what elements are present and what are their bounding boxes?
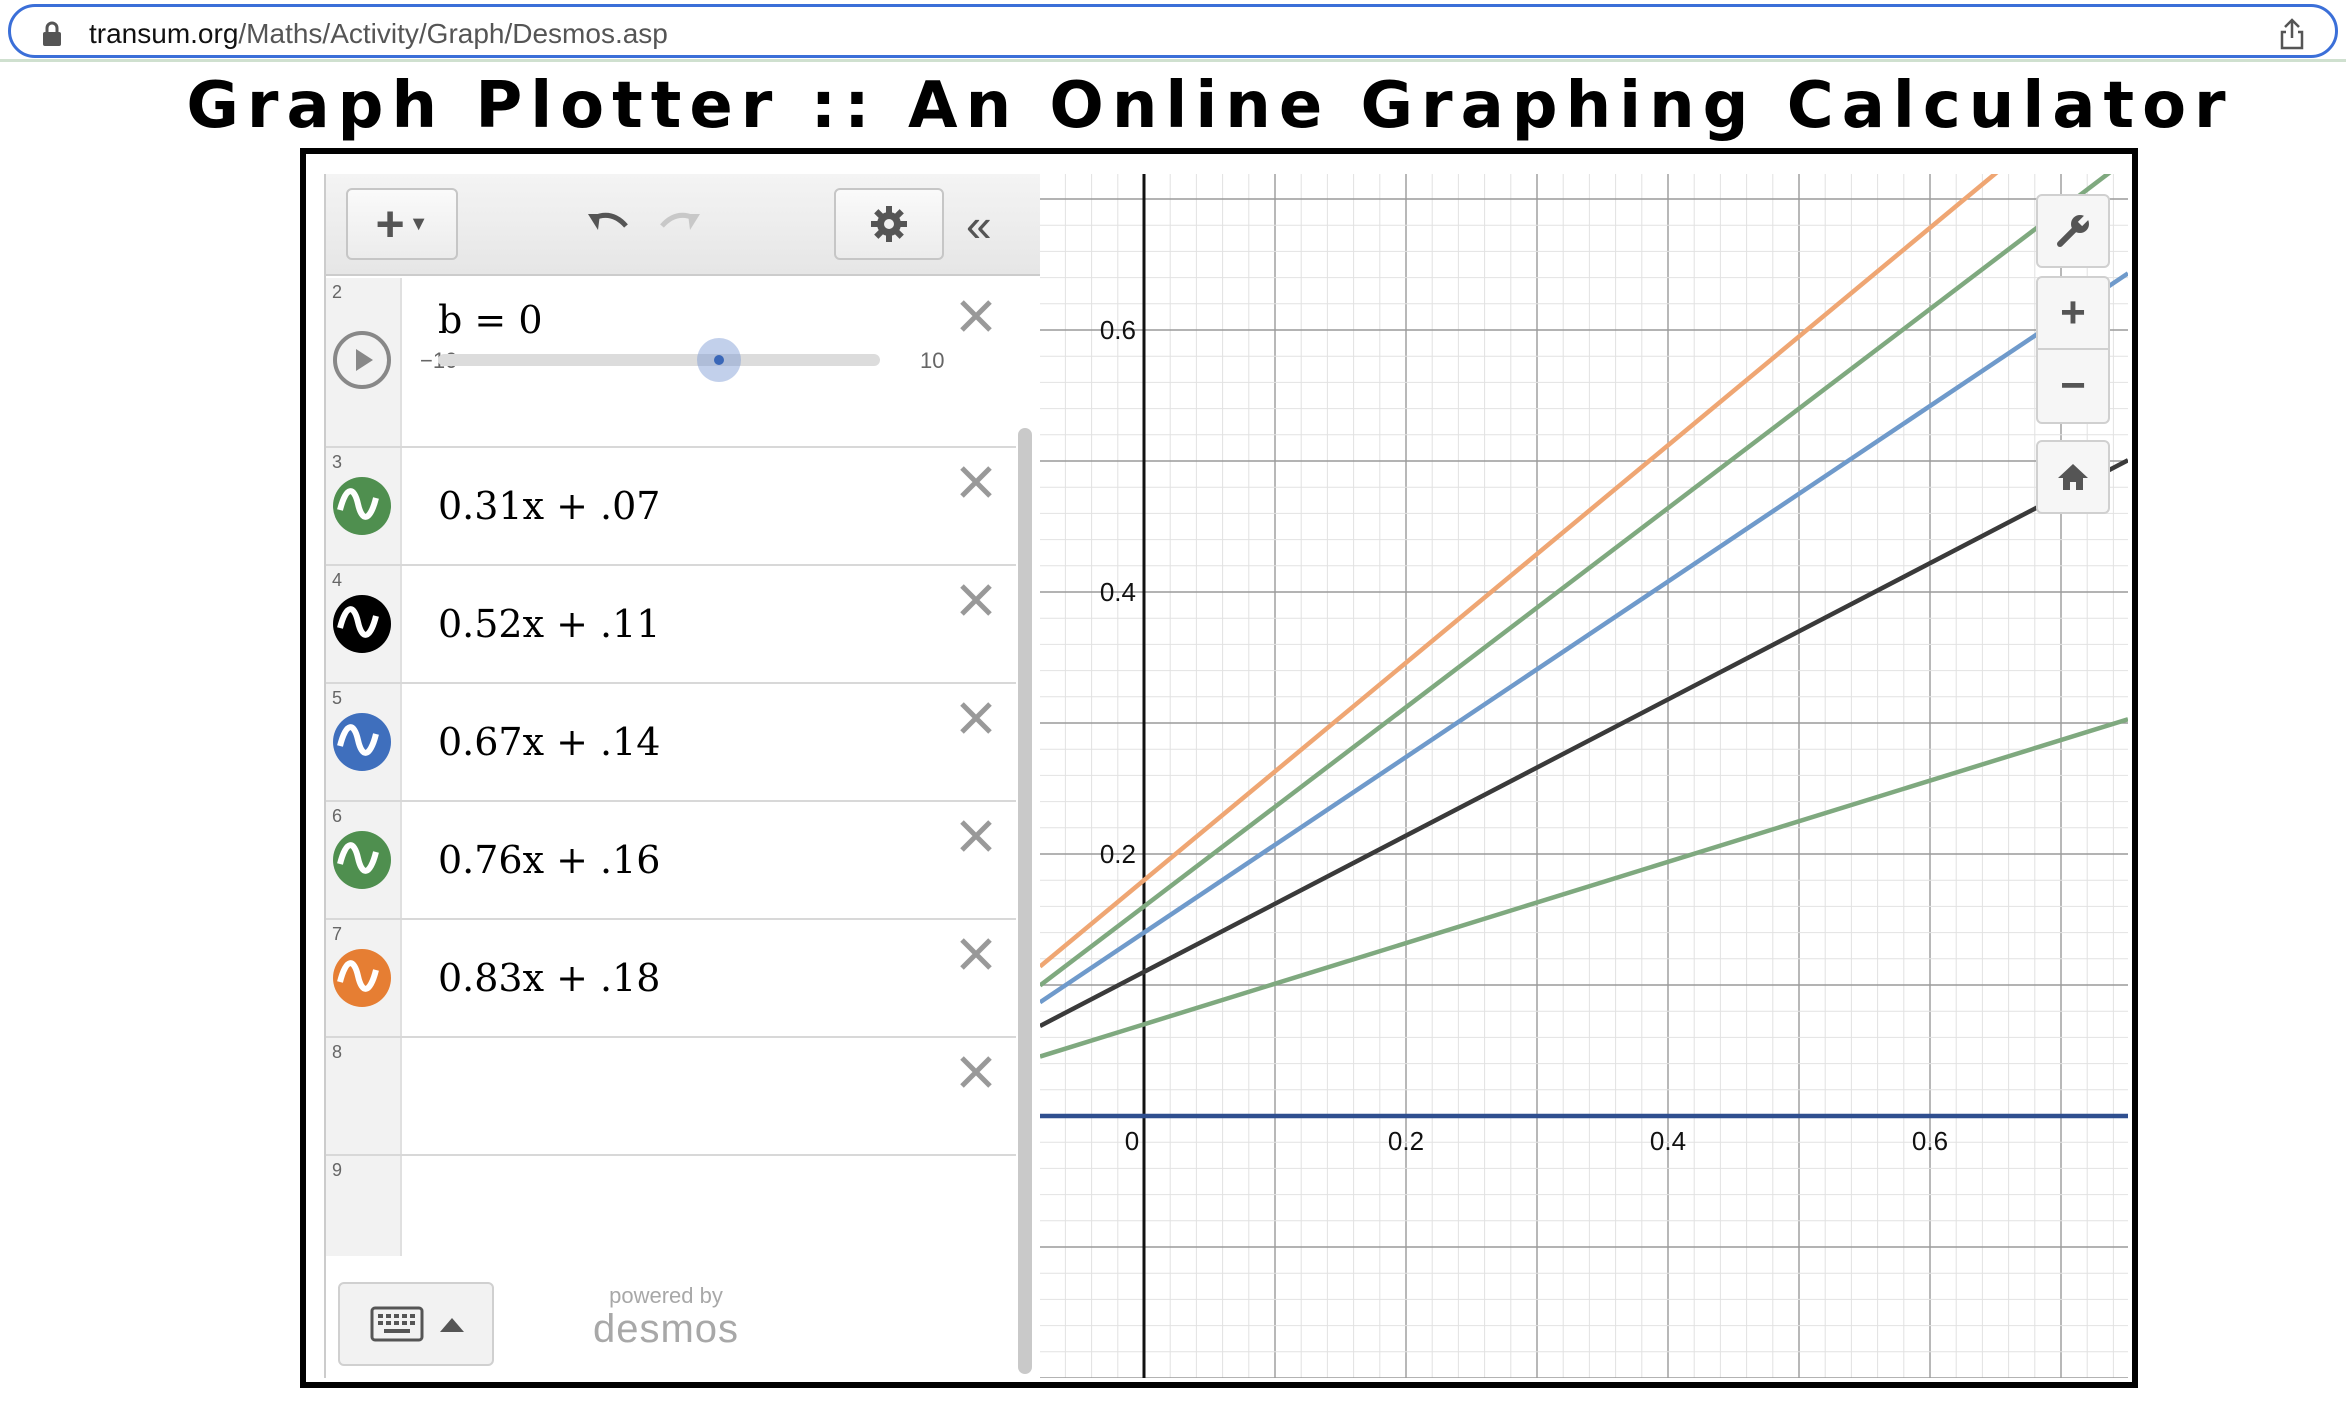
curve-color-icon[interactable] [332, 476, 392, 536]
row-gutter: 8 [326, 1038, 402, 1154]
row-gutter: 5 [326, 684, 402, 800]
row-gutter: 3 [326, 448, 402, 564]
graph-area[interactable]: 0 0.2 0.4 0.6 0.6 0.4 0.2 [1040, 174, 2128, 1378]
x-tick-label: 0 [1125, 1126, 1139, 1156]
zoom-out-button[interactable]: − [2060, 361, 2086, 410]
x-tick-label: 0.4 [1650, 1126, 1686, 1156]
keyboard-icon [370, 1306, 424, 1342]
plotted-line [1040, 271, 2128, 1005]
graph-settings-button[interactable] [2036, 194, 2110, 268]
row-gutter: 7 [326, 920, 402, 1036]
close-icon[interactable] [956, 296, 996, 336]
row-number: 9 [332, 1160, 343, 1180]
x-tick-label: 0.6 [1912, 1126, 1948, 1156]
expression-panel: + ▼ « [324, 174, 1040, 1378]
expression-row[interactable]: 3 0.31x + .07 [326, 448, 1016, 566]
undo-icon[interactable] [584, 208, 634, 242]
page-title: Graph Plotter :: An Online Graphing Calc… [186, 69, 2234, 143]
x-tick-label: 0.2 [1388, 1126, 1424, 1156]
row-number: 5 [332, 688, 343, 708]
row-number: 7 [332, 924, 343, 944]
y-tick-label: 0.2 [1100, 839, 1136, 869]
expression-text[interactable]: 0.76x + .16 [438, 838, 661, 882]
y-tick-label: 0.4 [1100, 577, 1136, 607]
curve-color-icon[interactable] [332, 830, 392, 890]
add-item-button[interactable]: + ▼ [346, 188, 458, 260]
row-gutter: 6 [326, 802, 402, 918]
collapse-icon[interactable]: « [966, 199, 992, 251]
close-icon[interactable] [956, 816, 996, 856]
expression-row[interactable]: 9 [326, 1156, 1016, 1256]
chevron-down-icon: ▼ [408, 212, 429, 235]
row-number: 8 [332, 1042, 343, 1062]
row-gutter: 4 [326, 566, 402, 682]
row-number: 6 [332, 806, 343, 826]
expression-row[interactable]: 5 0.67x + .14 [326, 684, 1016, 802]
lock-icon [43, 21, 61, 46]
desmos-branding: powered by desmos [584, 1283, 748, 1351]
close-icon[interactable] [956, 580, 996, 620]
expression-row[interactable]: 4 0.52x + .11 [326, 566, 1016, 684]
expression-text[interactable]: 0.31x + .07 [438, 484, 661, 528]
y-tick-label: 0.6 [1100, 315, 1136, 345]
slider-max[interactable]: 10 [920, 348, 945, 373]
wrench-icon [2057, 213, 2091, 247]
expression-text[interactable]: 0.83x + .18 [438, 956, 661, 1000]
plotted-line [1040, 458, 2128, 1028]
row-number: 3 [332, 452, 343, 472]
keyboard-button[interactable] [338, 1282, 494, 1366]
zoom-controls: + − [2036, 276, 2110, 424]
row-gutter: 2 [326, 278, 402, 446]
curve-color-icon[interactable] [332, 712, 392, 772]
redo-icon[interactable] [654, 208, 704, 242]
close-icon[interactable] [956, 462, 996, 502]
chevron-up-icon [440, 1318, 464, 1332]
powered-by-text: powered by [609, 1283, 723, 1308]
row-gutter: 9 [326, 1156, 402, 1256]
scrollbar[interactable] [1018, 428, 1032, 1374]
default-viewport-button[interactable] [2036, 440, 2110, 514]
slider-handle[interactable] [697, 338, 741, 382]
expression-list: 2 b = 0 −10 10 3 [326, 278, 1016, 1256]
expression-row[interactable]: 6 0.76x + .16 [326, 802, 1016, 920]
share-icon[interactable] [2277, 17, 2307, 51]
url-text: transum.org/Maths/Activity/Graph/Desmos.… [89, 16, 668, 52]
row-number: 4 [332, 570, 343, 590]
zoom-in-button[interactable]: + [2038, 278, 2108, 350]
browser-address-bar: transum.org/Maths/Activity/Graph/Desmos.… [0, 0, 2346, 62]
close-icon[interactable] [956, 934, 996, 974]
settings-button[interactable] [834, 188, 944, 260]
url-host: transum.org [89, 18, 239, 49]
expression-text[interactable]: 0.52x + .11 [438, 602, 661, 646]
close-icon[interactable] [956, 1052, 996, 1092]
expression-toolbar: + ▼ « [326, 174, 1040, 276]
play-icon[interactable] [332, 330, 392, 390]
expression-text[interactable]: 0.67x + .14 [438, 720, 661, 764]
curve-color-icon[interactable] [332, 948, 392, 1008]
plotted-line [1040, 717, 2128, 1059]
close-icon[interactable] [956, 698, 996, 738]
gear-icon [871, 206, 907, 242]
slider-track[interactable] [438, 354, 880, 366]
expression-text[interactable]: b = 0 [438, 298, 543, 342]
plotted-line [1040, 174, 2112, 988]
plus-icon: + [375, 196, 405, 252]
url-path: /Maths/Activity/Graph/Desmos.asp [238, 18, 668, 49]
expression-row[interactable]: 7 0.83x + .18 [326, 920, 1016, 1038]
row-number: 2 [332, 282, 343, 302]
plotted-line [1040, 174, 1999, 969]
home-icon [2058, 464, 2088, 490]
desmos-logo: desmos [592, 1307, 740, 1351]
expression-row[interactable]: 8 [326, 1038, 1016, 1156]
graph-canvas[interactable]: 0 0.2 0.4 0.6 0.6 0.4 0.2 [1040, 174, 2128, 1378]
url-field[interactable]: transum.org/Maths/Activity/Graph/Desmos.… [8, 4, 2338, 58]
expression-row[interactable]: 2 b = 0 −10 10 [326, 278, 1016, 448]
curve-color-icon[interactable] [332, 594, 392, 654]
